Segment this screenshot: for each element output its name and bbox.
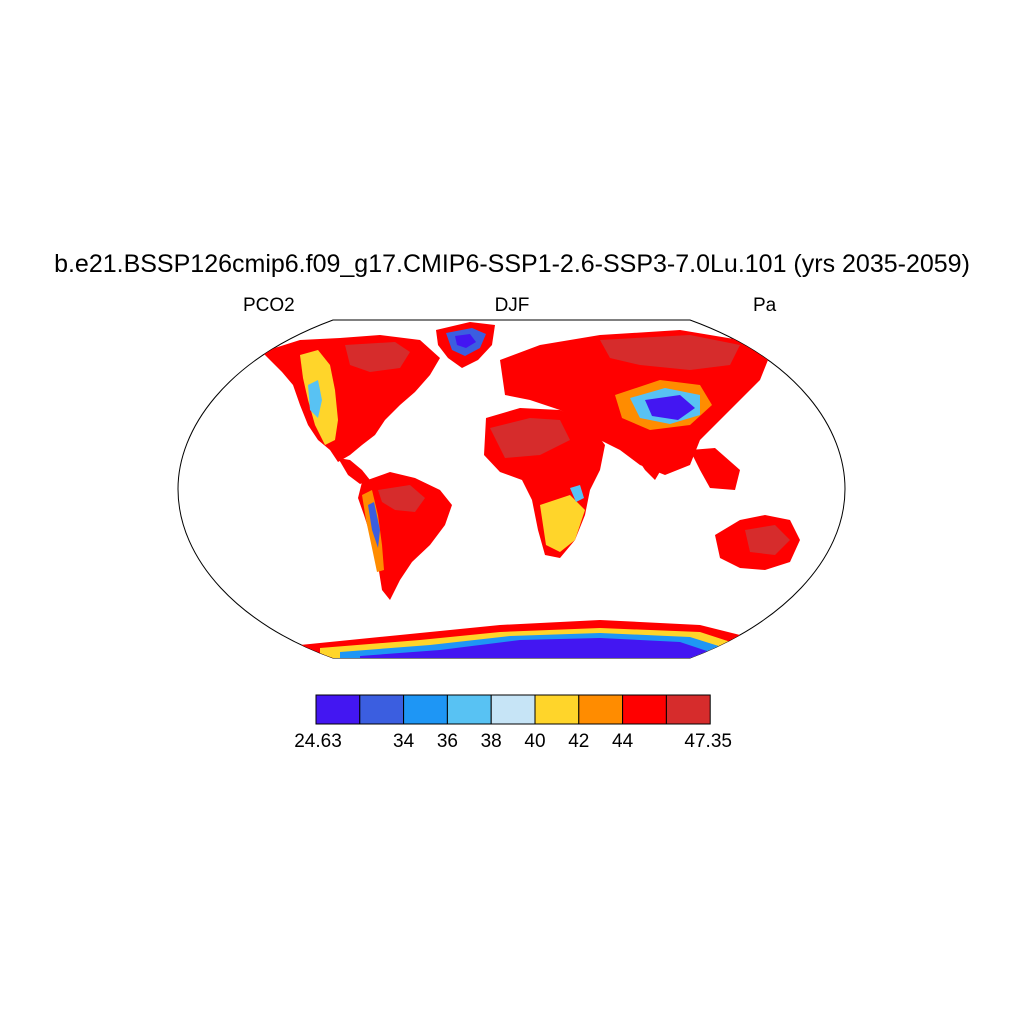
colorbar-swatch	[315, 694, 361, 725]
africa-east-highland	[570, 485, 584, 502]
colorbar-tick-label: 47.35	[684, 731, 732, 752]
australia-dark	[745, 525, 790, 555]
colorbar-tick-label: 42	[568, 731, 590, 752]
andes-core	[368, 502, 380, 548]
southeast-asia-land	[690, 448, 740, 490]
colorbar-tick-label: 34	[393, 731, 415, 752]
tibet-plateau-core	[645, 395, 695, 420]
colorbar-tick-label: 44	[612, 731, 634, 752]
canada-dark	[345, 342, 410, 372]
colorbar-tick-label: 36	[436, 731, 458, 752]
colorbar-tick-label: 40	[524, 731, 546, 752]
colorbar-swatch	[359, 694, 405, 725]
rockies-low	[308, 380, 322, 418]
antarctica-interior	[360, 638, 710, 658]
colorbar-swatch	[665, 694, 711, 725]
africa-south-plateau	[540, 495, 585, 552]
siberia-dark	[600, 335, 740, 370]
colorbar-swatch	[446, 694, 492, 725]
south-america-dark	[378, 485, 425, 512]
colorbar-swatch	[578, 694, 624, 725]
season-label: DJF	[494, 295, 530, 316]
india-land	[628, 438, 668, 480]
colorbar-swatch	[403, 694, 448, 725]
greenland-ice-core	[455, 334, 476, 348]
central-america-land	[338, 458, 370, 484]
map-title: b.e21.BSSP126cmip6.f09_g17.CMIP6-SSP1-2.…	[54, 250, 970, 278]
colorbar-swatch	[490, 694, 536, 725]
colorbar-tick-label: 38	[480, 731, 502, 752]
africa-north-dark	[490, 418, 570, 458]
units-label: Pa	[753, 295, 777, 316]
colorbar-swatch	[534, 694, 580, 725]
colorbar-tick-label: 24.63	[294, 731, 342, 752]
variable-label: PCO2	[243, 295, 295, 316]
colorbar-swatch	[622, 694, 667, 725]
